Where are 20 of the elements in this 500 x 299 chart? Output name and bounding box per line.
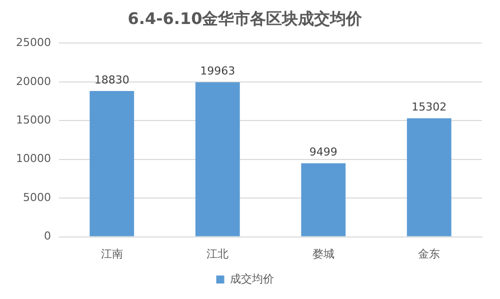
x-tick-label: 江北 [206, 247, 229, 260]
data-label: 18830 [94, 73, 130, 86]
x-tick-label: 金东 [418, 247, 440, 260]
y-tick-label: 20000 [16, 74, 51, 88]
bar [406, 118, 452, 236]
data-label: 9499 [309, 146, 338, 159]
y-tick-label: 15000 [16, 114, 51, 126]
chart-title: 6.4-6.10金华市各区块成交均价 [128, 8, 364, 28]
y-tick-label: 0 [44, 230, 51, 243]
y-tick-label: 5000 [22, 190, 51, 204]
bar [90, 90, 134, 236]
y-tick-label: 25000 [16, 36, 51, 50]
y-tick-label: 10000 [16, 152, 51, 166]
bar [195, 82, 240, 236]
x-tick-label: 江南 [100, 247, 123, 260]
data-label: 19963 [200, 64, 236, 78]
data-label: 15302 [412, 100, 447, 114]
legend-label: 成交均价 [230, 272, 274, 286]
x-tick-label: 婺城 [312, 247, 334, 260]
bar [301, 163, 346, 236]
